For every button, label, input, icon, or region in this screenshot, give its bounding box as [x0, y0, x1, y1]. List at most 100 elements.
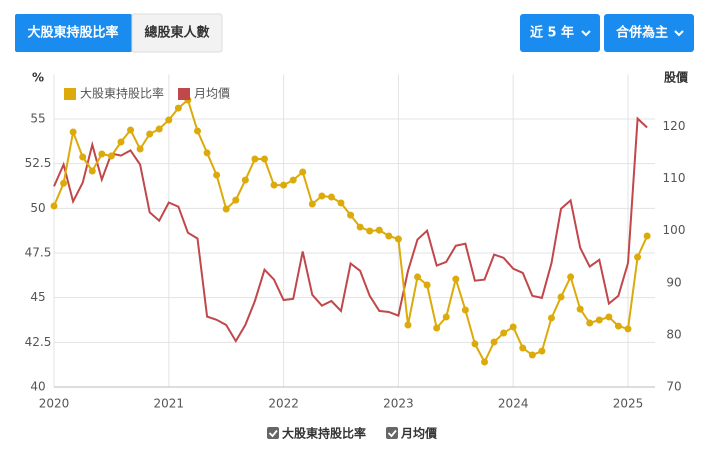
x-tick-label: 2023 — [383, 397, 414, 411]
point — [117, 138, 125, 146]
point — [375, 226, 383, 234]
point — [88, 167, 96, 175]
point — [634, 253, 642, 261]
point — [528, 351, 536, 359]
point — [394, 235, 402, 243]
y2-tick-label: 80 — [666, 327, 681, 341]
y2-tick-label: 70 — [666, 380, 681, 394]
y2-tick-label: 110 — [663, 171, 686, 185]
legend-checkbox[interactable] — [267, 427, 279, 439]
point — [567, 273, 575, 281]
legend-label: 大股東持股比率 — [80, 86, 164, 101]
point — [289, 176, 297, 184]
point — [50, 202, 58, 210]
point — [404, 321, 412, 329]
y-tick-label: 52.5 — [25, 156, 52, 170]
point — [127, 126, 135, 134]
point — [165, 116, 173, 124]
y-axis-label: % — [32, 71, 44, 85]
tab-label: 總股東人數 — [144, 25, 209, 41]
point — [366, 227, 374, 235]
point — [452, 275, 460, 283]
y-tick-label: 47.5 — [25, 245, 52, 259]
point — [232, 196, 240, 204]
checkmark — [387, 429, 397, 438]
point — [155, 125, 163, 133]
point — [490, 338, 498, 346]
point — [136, 145, 144, 153]
legend-swatch — [64, 88, 76, 100]
point — [327, 193, 335, 201]
y2-tick-label: 120 — [663, 119, 686, 133]
point — [557, 293, 565, 301]
y-tick-label: 50 — [30, 201, 45, 215]
point — [442, 313, 450, 321]
y2-tick-label: 90 — [666, 275, 681, 289]
point — [347, 211, 355, 219]
point — [337, 199, 345, 207]
x-tick-label: 2022 — [268, 397, 299, 411]
dropdown[interactable] — [520, 14, 600, 52]
point — [471, 340, 479, 348]
point — [500, 329, 508, 337]
tab-active[interactable] — [15, 14, 132, 52]
point — [614, 322, 622, 330]
point — [624, 325, 632, 333]
legend-label: 月均價 — [400, 426, 438, 441]
point — [595, 316, 603, 324]
point — [547, 314, 555, 322]
legend-checkbox[interactable] — [386, 427, 398, 439]
point — [222, 205, 230, 213]
x-tick-label: 2024 — [498, 397, 529, 411]
dropdown-label: 合併為主 — [616, 25, 668, 41]
point — [79, 153, 87, 161]
point — [260, 155, 268, 163]
point — [461, 306, 469, 314]
point — [251, 155, 259, 163]
point — [60, 179, 68, 187]
point — [98, 150, 106, 158]
tab-label: 大股東持股比率 — [27, 25, 118, 41]
point — [433, 324, 441, 332]
tab[interactable] — [131, 13, 223, 53]
point — [299, 168, 307, 176]
point — [643, 232, 651, 240]
y2-tick-label: 100 — [663, 223, 686, 237]
point — [385, 232, 393, 240]
point — [509, 323, 517, 331]
y2-axis-label: 股價 — [664, 70, 689, 85]
point — [146, 130, 154, 138]
chevron — [581, 30, 591, 37]
point — [69, 128, 77, 136]
point — [280, 181, 288, 189]
checkmark — [268, 429, 278, 438]
point — [203, 149, 211, 157]
y-tick-label: 55 — [30, 111, 45, 125]
point — [241, 176, 249, 184]
point — [519, 344, 527, 352]
y-tick-label: 42.5 — [25, 335, 52, 349]
y-tick-label: 45 — [30, 290, 45, 304]
point — [174, 104, 182, 112]
dropdown-label: 近 5 年 — [530, 25, 574, 41]
legend-swatch — [178, 88, 191, 100]
x-tick-label: 2020 — [39, 397, 70, 411]
legend-label: 大股東持股比率 — [282, 426, 366, 441]
point — [586, 319, 594, 327]
point — [538, 347, 546, 355]
point — [576, 305, 584, 313]
x-tick-label: 2021 — [154, 397, 185, 411]
point — [605, 313, 613, 321]
point — [194, 127, 201, 135]
point — [318, 192, 326, 200]
point — [107, 152, 115, 160]
point — [481, 358, 488, 366]
y-tick-label: 40 — [30, 380, 45, 394]
point — [213, 171, 221, 179]
x-tick-label: 2025 — [613, 397, 644, 411]
legend-label: 月均價 — [194, 87, 230, 101]
chevron — [674, 30, 684, 37]
point — [270, 181, 278, 189]
point — [414, 273, 422, 281]
dropdown[interactable] — [604, 14, 694, 52]
